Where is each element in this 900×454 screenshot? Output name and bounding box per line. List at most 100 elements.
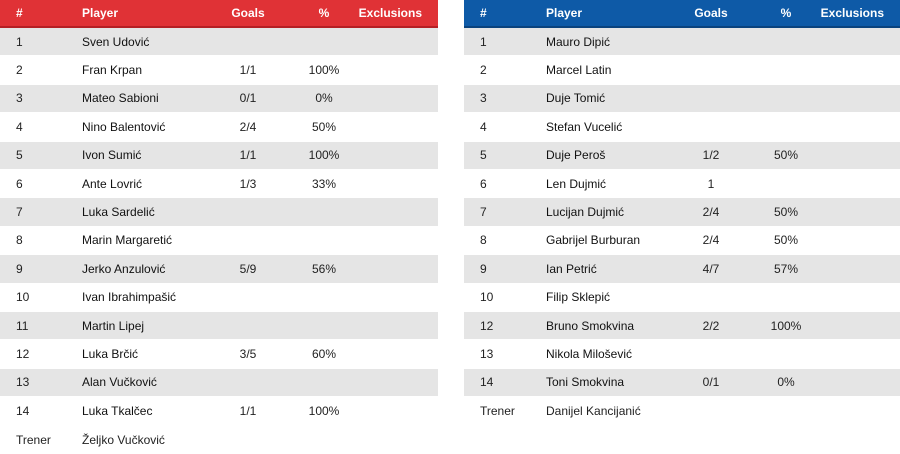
player-number: 14 bbox=[16, 403, 30, 418]
header-percent: % bbox=[318, 6, 330, 20]
player-goals: 2/2 bbox=[702, 318, 720, 333]
player-goals: 1/3 bbox=[239, 176, 257, 191]
player-number: 7 bbox=[16, 205, 23, 220]
player-name[interactable]: Ivon Sumić bbox=[82, 148, 142, 163]
player-goals: 1 bbox=[707, 176, 715, 191]
player-number: 6 bbox=[480, 176, 487, 191]
table-row: 4 Stefan Vucelić bbox=[464, 113, 900, 142]
table-row: 8 Gabrijel Burburan 2/4 50% bbox=[464, 226, 900, 256]
player-name[interactable]: Mauro Dipić bbox=[546, 34, 611, 49]
player-name[interactable]: Sven Udović bbox=[82, 34, 150, 49]
table-row: 7 Luka Sardelić bbox=[0, 198, 438, 227]
player-number: 13 bbox=[16, 375, 30, 390]
player-number: 11 bbox=[16, 318, 29, 333]
player-rows: 1 Sven Udović 2 Fran Krpan 1/1 100% 3 Mateo Sab… bbox=[0, 28, 438, 454]
player-goals: 0/1 bbox=[239, 91, 257, 106]
coach-row: Trener Željko Vučković bbox=[0, 425, 438, 453]
player-number: 9 bbox=[16, 261, 23, 276]
player-percent: 100% bbox=[308, 63, 340, 78]
player-name[interactable]: Alan Vučković bbox=[82, 375, 157, 390]
player-number: 10 bbox=[480, 290, 494, 305]
player-percent: 50% bbox=[773, 148, 799, 163]
table-row: 1 Mauro Dipić bbox=[464, 28, 900, 57]
header-player: Player bbox=[82, 6, 119, 20]
player-name[interactable]: Luka Brčić bbox=[82, 346, 139, 361]
player-number: 9 bbox=[480, 261, 487, 276]
player-name[interactable]: Toni Smokvina bbox=[546, 375, 625, 390]
player-percent: 0% bbox=[777, 375, 795, 390]
home-team-table: # Player Goals % Exclusions 1 Sven Udović… bbox=[0, 0, 438, 454]
player-name[interactable]: Luka Tkalčec bbox=[82, 403, 153, 418]
player-percent: 0% bbox=[315, 91, 333, 106]
player-name[interactable]: Len Dujmić bbox=[546, 176, 607, 191]
table-row: 14 Toni Smokvina 0/1 0% bbox=[464, 368, 900, 398]
player-name[interactable]: Stefan Vucelić bbox=[546, 119, 623, 134]
coach-name: Danijel Kancijanić bbox=[546, 404, 641, 419]
table-row: 12 Bruno Smokvina 2/2 100% bbox=[464, 311, 900, 341]
player-goals: 2/4 bbox=[702, 205, 720, 220]
header-exclusions: Exclusions bbox=[820, 6, 884, 20]
player-number: 14 bbox=[480, 375, 494, 390]
player-number: 2 bbox=[16, 63, 23, 78]
player-number: 3 bbox=[16, 91, 23, 106]
player-name[interactable]: Luka Sardelić bbox=[82, 205, 155, 220]
player-percent: 100% bbox=[308, 403, 340, 418]
player-goals: 0/1 bbox=[702, 375, 720, 390]
away-team-table: # Player Goals % Exclusions 1 Mauro Dipić… bbox=[464, 0, 900, 425]
player-number: 1 bbox=[480, 34, 487, 49]
player-name[interactable]: Filip Sklepić bbox=[546, 290, 611, 305]
table-row: 3 Mateo Sabioni 0/1 0% bbox=[0, 84, 438, 114]
player-percent: 50% bbox=[773, 233, 799, 248]
table-row: 9 Jerko Anzulović 5/9 56% bbox=[0, 255, 438, 284]
player-number: 10 bbox=[16, 290, 30, 305]
player-name[interactable]: Lucijan Dujmić bbox=[546, 205, 625, 220]
player-name[interactable]: Bruno Smokvina bbox=[546, 318, 635, 333]
coach-label: Trener bbox=[16, 432, 51, 447]
player-percent: 50% bbox=[311, 119, 337, 134]
player-name[interactable]: Marin Margaretić bbox=[82, 233, 173, 248]
player-goals: 1/1 bbox=[239, 403, 257, 418]
table-row: 11 Martin Lipej bbox=[0, 311, 438, 341]
table-row: 3 Duje Tomić bbox=[464, 84, 900, 114]
player-number: 6 bbox=[16, 176, 23, 191]
header-number: # bbox=[480, 6, 487, 20]
player-number: 8 bbox=[16, 233, 23, 248]
player-name[interactable]: Jerko Anzulović bbox=[82, 261, 166, 276]
player-number: 3 bbox=[480, 91, 487, 106]
player-name[interactable]: Martin Lipej bbox=[82, 318, 145, 333]
player-name[interactable]: Duje Peroš bbox=[546, 148, 606, 163]
header-percent: % bbox=[780, 6, 792, 20]
player-name[interactable]: Nikola Milošević bbox=[546, 346, 633, 361]
player-number: 5 bbox=[480, 148, 487, 163]
table-row: 5 Ivon Sumić 1/1 100% bbox=[0, 141, 438, 170]
table-header: # Player Goals % Exclusions bbox=[0, 0, 438, 28]
table-row: 10 Filip Sklepić bbox=[464, 283, 900, 312]
table-row: 6 Len Dujmić 1 bbox=[464, 169, 900, 199]
table-row: 13 Nikola Milošević bbox=[464, 340, 900, 369]
player-percent: 60% bbox=[311, 346, 337, 361]
player-number: 4 bbox=[16, 119, 23, 134]
player-name[interactable]: Gabrijel Burburan bbox=[546, 233, 641, 248]
player-name[interactable]: Ivan Ibrahimpašić bbox=[82, 290, 177, 305]
player-name[interactable]: Marcel Latin bbox=[546, 63, 612, 78]
player-number: 4 bbox=[480, 119, 487, 134]
player-name[interactable]: Nino Balentović bbox=[82, 119, 166, 134]
player-number: 7 bbox=[480, 205, 487, 220]
player-name[interactable]: Ian Petrić bbox=[546, 261, 597, 276]
player-rows: 1 Mauro Dipić 2 Marcel Latin 3 Duje Tomić 4 Ste… bbox=[464, 28, 900, 425]
player-name[interactable]: Ante Lovrić bbox=[82, 176, 143, 191]
coach-row: Trener Danijel Kancijanić bbox=[464, 397, 900, 425]
player-name[interactable]: Fran Krpan bbox=[82, 63, 143, 78]
player-name[interactable]: Mateo Sabioni bbox=[82, 91, 159, 106]
coach-name: Željko Vučković bbox=[82, 432, 165, 447]
header-exclusions: Exclusions bbox=[358, 6, 422, 20]
player-number: 12 bbox=[16, 346, 30, 361]
player-number: 5 bbox=[16, 148, 23, 163]
table-row: 2 Marcel Latin bbox=[464, 56, 900, 85]
player-name[interactable]: Duje Tomić bbox=[546, 91, 606, 106]
player-goals: 1/2 bbox=[702, 148, 720, 163]
table-row: 13 Alan Vučković bbox=[0, 368, 438, 398]
player-goals: 1/1 bbox=[239, 148, 257, 163]
table-row: 9 Ian Petrić 4/7 57% bbox=[464, 255, 900, 284]
